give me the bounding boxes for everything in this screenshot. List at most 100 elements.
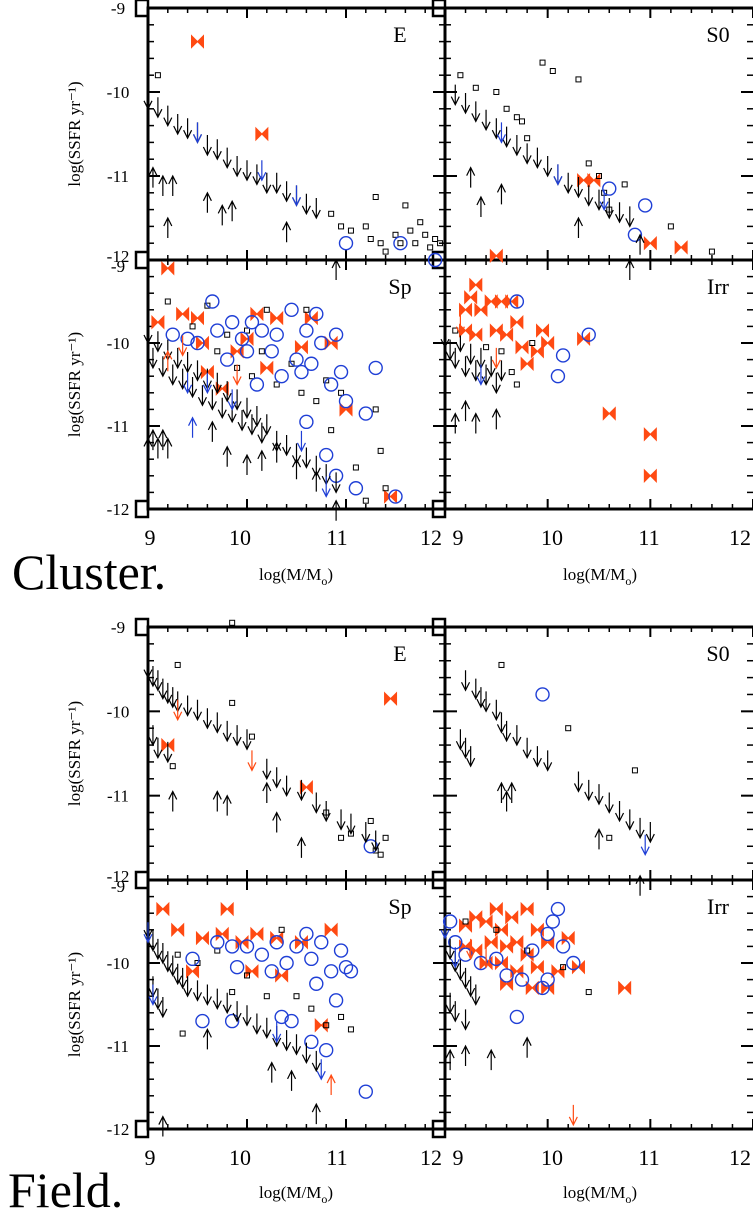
circle-point: [299, 414, 314, 430]
circle-point: [473, 955, 489, 971]
open-square-point: [352, 464, 359, 471]
upper-limit-arrow: [232, 156, 242, 178]
circle-point: [348, 481, 364, 496]
y-tick-label: -9: [111, 618, 125, 637]
open-square-point: [708, 248, 715, 255]
lower-limit-arrow: [635, 874, 645, 896]
circle-point: [338, 959, 354, 975]
bowtie-point: [161, 737, 175, 753]
lower-limit-arrow: [168, 174, 178, 196]
bowtie-point: [314, 1018, 328, 1033]
circle-point: [210, 935, 225, 950]
upper-limit-arrow: [282, 1030, 292, 1052]
upper-limit-arrow: [158, 943, 168, 965]
open-square-point: [372, 406, 379, 413]
upper-limit-arrow: [222, 381, 232, 403]
upper-limit-arrow: [143, 323, 153, 345]
lower-limit-arrow: [222, 445, 232, 467]
circle-point: [224, 1013, 240, 1029]
upper-limit-arrow: [227, 389, 237, 411]
x-tick-label: 9: [145, 525, 156, 550]
upper-limit-arrow: [460, 737, 471, 760]
open-square-point: [524, 135, 531, 142]
y-axis-label: log(SSFR yr⁻¹): [65, 701, 84, 806]
lower-limit-arrow: [158, 428, 168, 451]
y-tick-label: -9: [111, 0, 125, 18]
upper-limit-arrow: [460, 670, 471, 692]
bowtie-point: [195, 335, 209, 351]
bowtie-point: [505, 910, 519, 925]
upper-limit-arrow: [183, 976, 193, 998]
upper-limit-arrow: [242, 729, 252, 751]
open-square-point: [244, 972, 250, 979]
bowtie-point: [674, 240, 688, 255]
open-square-point: [347, 1026, 354, 1033]
circle-point: [535, 687, 550, 702]
upper-limit-arrow: [640, 834, 650, 857]
upper-limit-arrow: [301, 1042, 311, 1064]
upper-limit-arrow: [543, 750, 553, 772]
bowtie-point: [618, 980, 632, 996]
bowtie-point: [195, 930, 209, 946]
circle-point: [314, 935, 329, 950]
bowtie-point: [505, 294, 519, 309]
upper-limit-arrow: [491, 699, 501, 722]
circle-point: [535, 980, 550, 996]
upper-limit-arrow: [471, 360, 481, 382]
upper-limit-arrow: [296, 430, 306, 453]
upper-limit-arrow: [450, 1001, 460, 1023]
lower-limit-arrow: [163, 437, 173, 459]
circle-point: [323, 377, 339, 392]
upper-limit-arrow: [242, 397, 252, 420]
lower-limit-arrow: [148, 166, 158, 188]
upper-limit-arrow: [232, 364, 242, 386]
upper-limit-arrow: [188, 376, 198, 399]
upper-limit-arrow: [207, 389, 217, 411]
open-square-point: [229, 699, 236, 706]
x-tick-label: 9: [453, 525, 464, 550]
bowtie-point: [643, 235, 657, 251]
bowtie-point: [270, 310, 284, 326]
open-square-point: [278, 926, 285, 933]
open-square-point: [402, 202, 409, 209]
circle-point: [244, 315, 260, 330]
lower-limit-arrow: [163, 349, 173, 372]
upper-limit-arrow: [217, 397, 227, 420]
circle-point: [489, 951, 504, 967]
open-square-point: [432, 236, 439, 242]
circle-point: [442, 914, 458, 929]
upper-limit-arrow: [604, 198, 614, 220]
upper-limit-arrow: [247, 414, 257, 436]
open-square-point: [529, 340, 536, 346]
upper-limit-arrow: [466, 938, 476, 961]
corner-bracket: [134, 0, 150, 18]
upper-limit-arrow: [512, 725, 522, 747]
upper-limit-arrow: [202, 984, 212, 1006]
circle-point: [602, 181, 617, 196]
open-square-point: [382, 248, 389, 255]
upper-limit-arrow: [291, 185, 302, 207]
upper-limit-arrow: [311, 1050, 321, 1073]
bowtie-point: [156, 901, 170, 917]
upper-limit-arrow: [512, 135, 522, 157]
upper-limit-arrow: [471, 101, 481, 123]
open-square-point: [524, 947, 531, 954]
open-square-point: [407, 227, 414, 234]
y-axis-label: log(SSFR yr⁻¹): [65, 332, 84, 437]
open-square-point: [560, 964, 567, 971]
open-square-point: [323, 377, 330, 384]
upper-limit-arrow: [371, 830, 381, 852]
upper-limit-arrow: [346, 813, 356, 835]
bowtie-point: [525, 980, 539, 996]
upper-limit-arrow: [614, 202, 625, 224]
circle-point: [338, 393, 354, 409]
y-tick-label: -11: [107, 167, 129, 186]
open-square-point: [565, 725, 572, 732]
lower-limit-arrow: [267, 1061, 277, 1083]
circle-point: [269, 935, 284, 950]
upper-limit-arrow: [311, 792, 321, 814]
lower-limit-arrow: [625, 258, 635, 280]
upper-limit-arrow: [153, 737, 163, 760]
bowtie-point: [520, 356, 534, 371]
